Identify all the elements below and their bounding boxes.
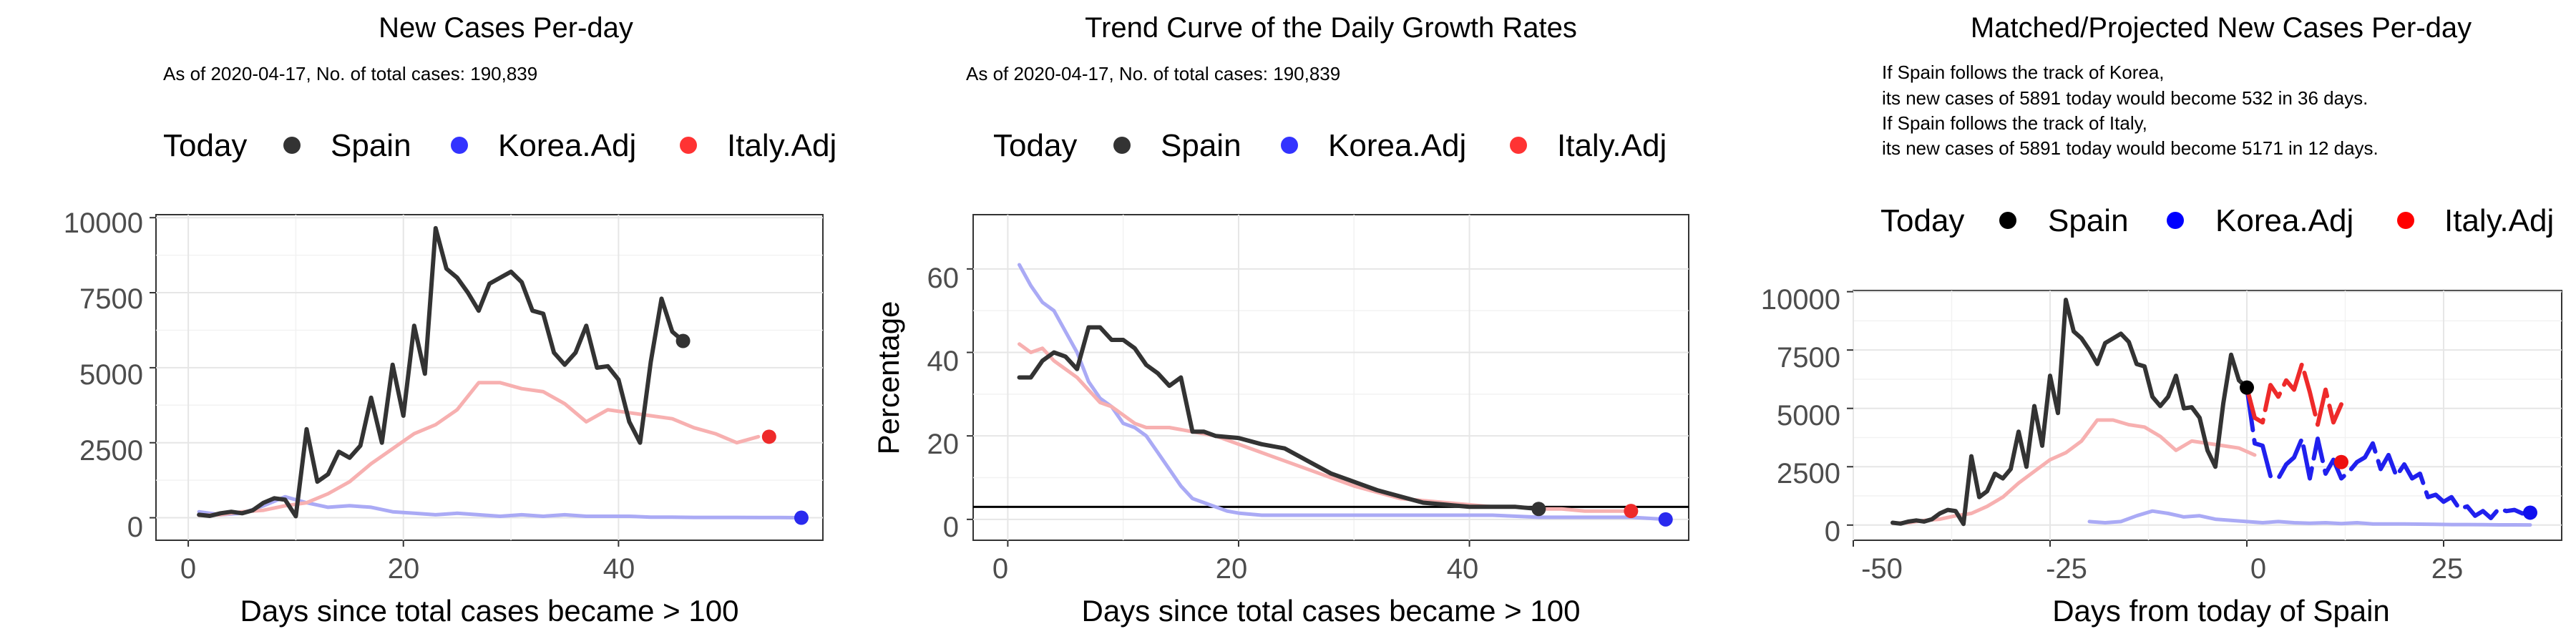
series-line-italy-projection [2245, 361, 2343, 427]
y-tick-label: 7500 [1777, 342, 1840, 374]
series-line-italy-adj [1890, 418, 2257, 525]
y-tick-label: 0 [1825, 516, 1840, 547]
legend-key-korea [1281, 137, 1298, 154]
today-point-spain [675, 333, 691, 348]
legend-label-italy: Italy.Adj [2444, 203, 2554, 238]
chart-subtitle-line: its new cases of 5891 today would become… [1882, 87, 2368, 109]
x-axis-label: Days since total cases became > 100 [1082, 594, 1581, 628]
legend-title: Today [1880, 203, 1964, 238]
y-tick-label: 5000 [79, 359, 143, 391]
chart-subtitle-line: If Spain follows the track of Korea, [1882, 62, 2165, 83]
legend-label-italy: Italy.Adj [727, 128, 836, 163]
today-point-korea-adj [2523, 505, 2537, 520]
x-axis-label: Days from today of Spain [2052, 594, 2390, 628]
y-tick-label: 60 [927, 263, 960, 294]
today-point-spain [1531, 502, 1546, 517]
today-point-italy-adj [1624, 504, 1639, 519]
legend-title: Today [993, 128, 1077, 163]
legend: Today Spain Korea.Adj Italy.Adj [163, 128, 836, 163]
series-line-korea-projection [2245, 385, 2532, 520]
chart-title: New Cases Per-day [379, 12, 633, 44]
today-point-italy-adj [2334, 454, 2348, 469]
plot-area-2 [967, 215, 1689, 547]
y-tick-label: 10000 [1761, 284, 1840, 316]
legend-key-spain [1113, 137, 1131, 154]
y-tick-label: 0 [943, 512, 959, 543]
x-tick-label: 40 [603, 553, 635, 585]
x-tick-label: 20 [1216, 553, 1248, 585]
legend-title: Today [163, 128, 247, 163]
today-point-spain [2240, 380, 2254, 395]
x-tick-label: 0 [180, 553, 196, 585]
legend-label-italy: Italy.Adj [1557, 128, 1667, 163]
x-tick-label: -50 [1861, 553, 1903, 585]
y-tick-label: 2500 [1777, 458, 1840, 489]
plot-area-3 [1847, 291, 2562, 547]
y-tick-label: 0 [127, 512, 143, 543]
legend: Today Spain Korea.Adj Italy.Adj [1880, 203, 2554, 238]
x-tick-label: 25 [2431, 553, 2464, 585]
chart-subtitle: As of 2020-04-17, No. of total cases: 19… [966, 63, 1340, 84]
x-axis-label: Days since total cases became > 100 [240, 594, 739, 628]
series-line-korea-adj [1018, 263, 1668, 522]
series-line-italy-adj [197, 381, 761, 517]
series-line-spain [1890, 298, 2249, 527]
panel-growth-rates: Trend Curve of the Daily Growth Rates As… [872, 12, 1689, 628]
legend-label-korea: Korea.Adj [1328, 128, 1466, 163]
x-tick-label: -25 [2046, 553, 2087, 585]
y-axis-label: Percentage [872, 301, 905, 455]
chart-subtitle-line: If Spain follows the track of Italy, [1882, 112, 2147, 134]
panel-projection: Matched/Projected New Cases Per-day If S… [1761, 12, 2562, 628]
series-line-spain [197, 225, 686, 519]
y-tick-label: 40 [927, 346, 960, 377]
today-point-korea-adj [1658, 512, 1673, 527]
x-tick-label: 0 [992, 553, 1008, 585]
x-tick-label: 20 [388, 553, 420, 585]
series-line-spain [1017, 325, 1541, 512]
legend-label-korea: Korea.Adj [2215, 203, 2353, 238]
y-tick-label: 20 [927, 429, 960, 460]
legend-label-korea: Korea.Adj [498, 128, 636, 163]
legend-key-italy [680, 137, 697, 154]
x-tick-label: 0 [2250, 553, 2266, 585]
panel-new-cases: New Cases Per-day As of 2020-04-17, No. … [64, 12, 836, 628]
legend-key-korea [2167, 212, 2184, 229]
plot-panel-1 [155, 214, 824, 541]
chart-title: Matched/Projected New Cases Per-day [1971, 12, 2472, 44]
legend-key-spain [1999, 212, 2016, 229]
chart-title: Trend Curve of the Daily Growth Rates [1085, 12, 1577, 44]
y-tick-label: 7500 [79, 283, 143, 315]
today-point-italy-adj [761, 429, 776, 444]
legend-label-spain: Spain [2048, 203, 2129, 238]
legend-key-spain [283, 137, 301, 154]
y-tick-label: 5000 [1777, 400, 1840, 431]
y-tick-label: 10000 [64, 208, 143, 239]
legend: Today Spain Korea.Adj Italy.Adj [993, 128, 1667, 163]
legend-key-italy [1510, 137, 1527, 154]
chart-subtitle: As of 2020-04-17, No. of total cases: 19… [163, 63, 537, 84]
plot-panel-2 [972, 214, 1689, 541]
today-point-korea-adj [794, 510, 809, 525]
chart-subtitle-line: its new cases of 5891 today would become… [1882, 137, 2379, 159]
y-tick-label: 2500 [79, 435, 143, 467]
legend-label-spain: Spain [1161, 128, 1241, 163]
legend-key-italy [2397, 212, 2414, 229]
plot-area-1 [150, 215, 823, 547]
legend-label-spain: Spain [331, 128, 411, 163]
legend-key-korea [451, 137, 468, 154]
x-tick-label: 40 [1447, 553, 1479, 585]
series-line-korea-adj [2087, 509, 2532, 527]
